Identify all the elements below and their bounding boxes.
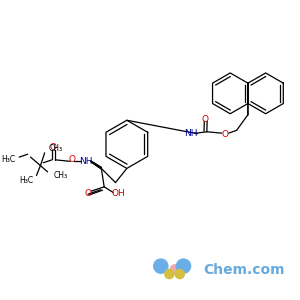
- Circle shape: [170, 265, 180, 275]
- Text: NH: NH: [184, 129, 198, 138]
- Text: CH₃: CH₃: [54, 171, 68, 180]
- Text: CH₃: CH₃: [49, 144, 63, 153]
- Text: Chem.com: Chem.com: [203, 263, 285, 278]
- Text: O: O: [85, 189, 92, 198]
- Text: H₃C: H₃C: [1, 154, 15, 164]
- Text: NH: NH: [79, 157, 92, 166]
- Circle shape: [165, 269, 174, 279]
- Circle shape: [154, 259, 168, 273]
- Text: O: O: [68, 155, 75, 164]
- Text: O: O: [222, 130, 229, 139]
- Circle shape: [176, 259, 190, 273]
- Text: O: O: [202, 115, 209, 124]
- Text: H₃C: H₃C: [19, 176, 33, 185]
- Text: O: O: [50, 143, 57, 152]
- Circle shape: [175, 269, 184, 279]
- Text: OH: OH: [112, 189, 125, 198]
